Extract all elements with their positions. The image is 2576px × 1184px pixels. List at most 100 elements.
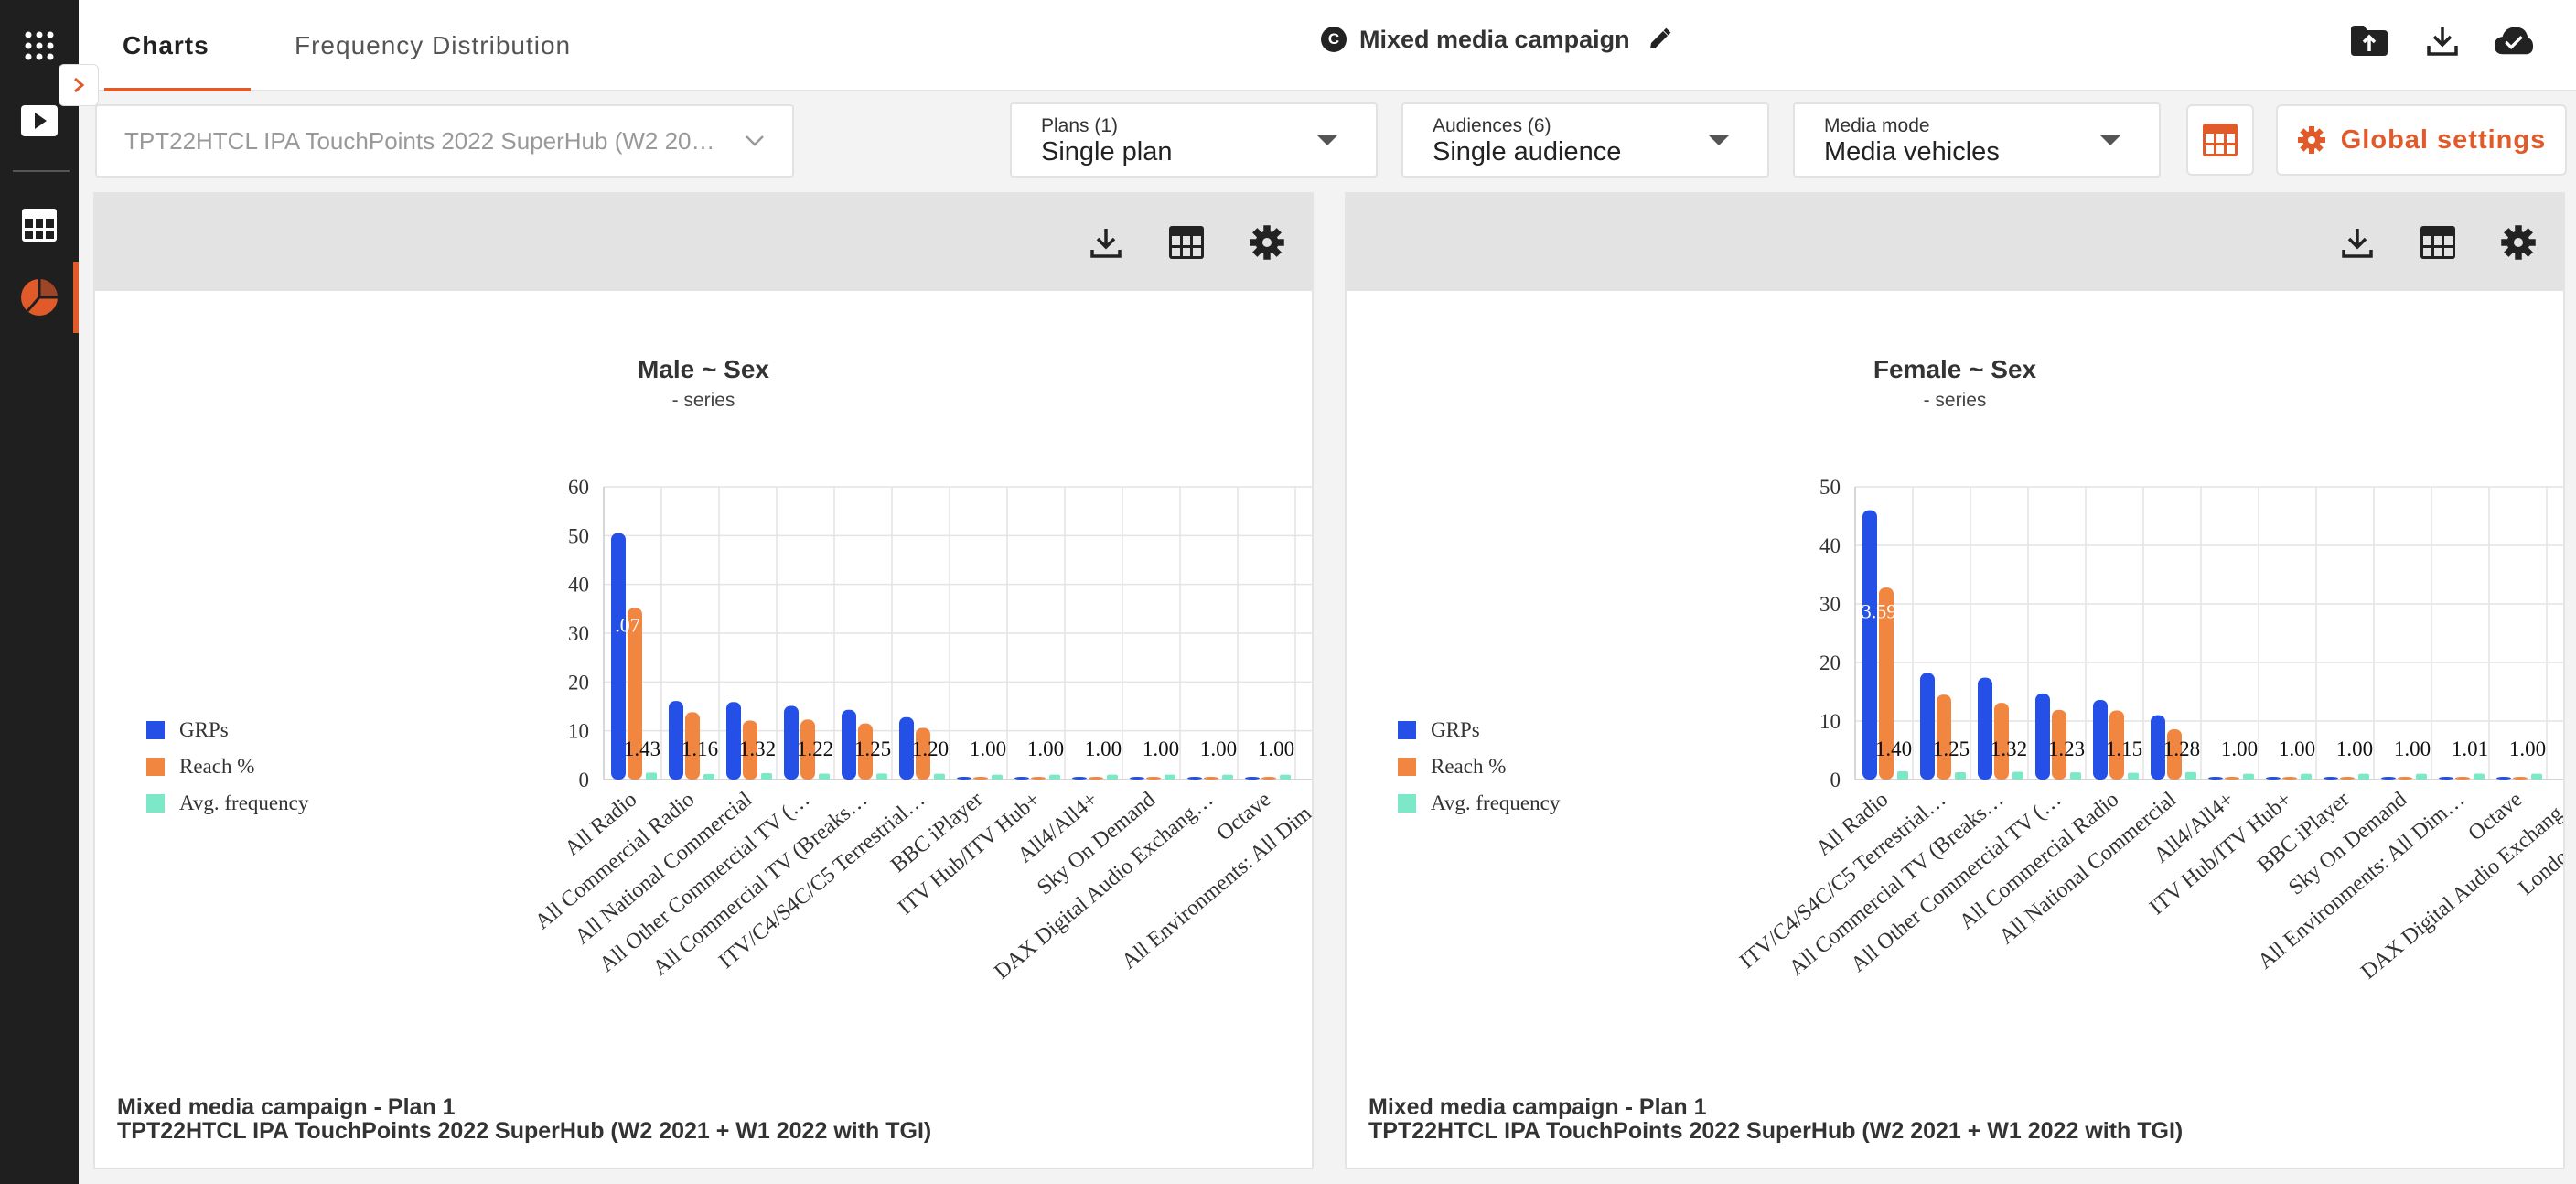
- legend-item[interactable]: Avg. frequency: [146, 785, 308, 822]
- bar-reach-[interactable]: [1146, 777, 1161, 780]
- bar-grps[interactable]: [1862, 510, 1877, 780]
- bar-reach-[interactable]: [800, 719, 815, 780]
- bar-reach-[interactable]: [2398, 777, 2412, 780]
- bar-avg-frequency[interactable]: [2474, 773, 2485, 780]
- table-icon[interactable]: [2417, 221, 2459, 264]
- apps-grid-icon[interactable]: [0, 22, 79, 70]
- bar-reach-[interactable]: [2052, 709, 2066, 780]
- bar-avg-frequency[interactable]: [1897, 771, 1908, 780]
- bar-grps[interactable]: [1187, 777, 1202, 780]
- table-icon[interactable]: [1165, 221, 1208, 264]
- legend-item[interactable]: GRPs: [1398, 712, 1560, 748]
- bar-grps[interactable]: [726, 702, 741, 780]
- bar-avg-frequency[interactable]: [1280, 774, 1291, 780]
- bar-grps[interactable]: [2439, 777, 2453, 780]
- legend-item[interactable]: GRPs: [146, 712, 308, 748]
- bar-reach-[interactable]: [1204, 777, 1218, 780]
- bar-grps[interactable]: [1245, 777, 1260, 780]
- bar-reach-[interactable]: [916, 727, 930, 780]
- bar-reach-[interactable]: [1089, 777, 1103, 780]
- bar-avg-frequency[interactable]: [761, 772, 772, 780]
- bar-reach-[interactable]: [1879, 587, 1894, 780]
- bar-reach-[interactable]: [2282, 777, 2297, 780]
- bar-avg-frequency[interactable]: [1165, 774, 1175, 780]
- bar-reach-[interactable]: [1031, 777, 1046, 780]
- bar-avg-frequency[interactable]: [819, 773, 830, 780]
- bar-grps[interactable]: [2381, 777, 2396, 780]
- bar-reach-[interactable]: [973, 777, 988, 780]
- bar-avg-frequency[interactable]: [2128, 772, 2139, 780]
- table-view-icon[interactable]: [0, 201, 79, 249]
- bar-reach-[interactable]: [2225, 777, 2239, 780]
- bar-avg-frequency[interactable]: [2185, 771, 2196, 780]
- bar-grps[interactable]: [899, 716, 914, 780]
- plans-dropdown[interactable]: Plans (1) Single plan: [1010, 102, 1378, 178]
- bar-avg-frequency[interactable]: [1049, 774, 1060, 780]
- bar-grps[interactable]: [2266, 777, 2281, 780]
- global-settings-button[interactable]: Global settings: [2276, 104, 2567, 176]
- bar-reach-[interactable]: [2109, 710, 2124, 780]
- bar-avg-frequency[interactable]: [2531, 773, 2542, 780]
- bar-avg-frequency[interactable]: [1107, 774, 1118, 780]
- bar-grps[interactable]: [1014, 777, 1029, 780]
- bar-grps[interactable]: [2093, 699, 2108, 780]
- upload-folder-icon[interactable]: [2349, 20, 2389, 60]
- bar-reach-[interactable]: [1937, 694, 1951, 780]
- bar-avg-frequency[interactable]: [2416, 773, 2427, 780]
- download-icon[interactable]: [1085, 221, 1127, 264]
- pie-chart-icon[interactable]: [0, 273, 79, 322]
- bar-avg-frequency[interactable]: [2301, 773, 2312, 780]
- download-icon[interactable]: [2422, 20, 2463, 60]
- media-mode-dropdown[interactable]: Media mode Media vehicles: [1793, 102, 2161, 178]
- table-toggle-button[interactable]: [2186, 104, 2254, 176]
- bar-avg-frequency[interactable]: [703, 773, 714, 780]
- bar-avg-frequency[interactable]: [2243, 773, 2254, 780]
- bar-reach-[interactable]: [858, 723, 873, 780]
- survey-select[interactable]: TPT22HTCL IPA TouchPoints 2022 SuperHub …: [95, 104, 794, 178]
- bar-avg-frequency[interactable]: [2358, 773, 2369, 780]
- bar-grps[interactable]: [1072, 777, 1087, 780]
- bar-avg-frequency[interactable]: [1955, 772, 1966, 780]
- bar-reach-[interactable]: [2513, 777, 2528, 780]
- cloud-saved-icon[interactable]: [2494, 20, 2534, 60]
- legend-item[interactable]: Avg. frequency: [1398, 785, 1560, 822]
- bar-grps[interactable]: [1978, 677, 1992, 780]
- bar-grps[interactable]: [2324, 777, 2338, 780]
- legend-item[interactable]: Reach %: [1398, 748, 1560, 785]
- bar-avg-frequency[interactable]: [1222, 774, 1233, 780]
- gear-icon[interactable]: [2497, 221, 2539, 264]
- bar-reach-[interactable]: [1261, 777, 1276, 780]
- bar-avg-frequency[interactable]: [646, 772, 657, 780]
- tab-charts[interactable]: Charts: [123, 31, 209, 59]
- bar-grps[interactable]: [842, 709, 856, 780]
- bar-grps[interactable]: [2151, 715, 2165, 780]
- bar-reach-[interactable]: [1994, 703, 2009, 780]
- bar-reach-[interactable]: [743, 720, 757, 780]
- tab-frequency-distribution[interactable]: Frequency Distribution: [295, 31, 572, 59]
- bar-reach-[interactable]: [685, 712, 700, 780]
- bar-grps[interactable]: [1920, 673, 1935, 780]
- gear-icon[interactable]: [1246, 221, 1288, 264]
- expand-sidebar-button[interactable]: [59, 64, 99, 106]
- bar-avg-frequency[interactable]: [992, 774, 1003, 780]
- bar-reach-[interactable]: [2455, 777, 2470, 780]
- bar-grps[interactable]: [1130, 777, 1144, 780]
- media-player-icon[interactable]: [0, 97, 79, 145]
- bar-avg-frequency[interactable]: [934, 773, 945, 780]
- audiences-dropdown[interactable]: Audiences (6) Single audience: [1401, 102, 1769, 178]
- edit-pencil-icon[interactable]: [1647, 27, 1672, 52]
- bar-avg-frequency[interactable]: [2070, 772, 2081, 780]
- legend-item[interactable]: Reach %: [146, 748, 308, 785]
- bar-reach-[interactable]: [2340, 777, 2355, 780]
- download-icon[interactable]: [2336, 221, 2378, 264]
- bar-grps[interactable]: [2035, 693, 2050, 780]
- bar-grps[interactable]: [784, 705, 799, 780]
- bar-reach-[interactable]: [628, 608, 642, 780]
- bar-grps[interactable]: [611, 533, 626, 780]
- bar-grps[interactable]: [957, 777, 971, 780]
- bar-avg-frequency[interactable]: [2012, 771, 2023, 780]
- bar-grps[interactable]: [669, 701, 683, 780]
- bar-grps[interactable]: [2496, 777, 2511, 780]
- bar-grps[interactable]: [2208, 777, 2223, 780]
- bar-reach-[interactable]: [2167, 728, 2182, 780]
